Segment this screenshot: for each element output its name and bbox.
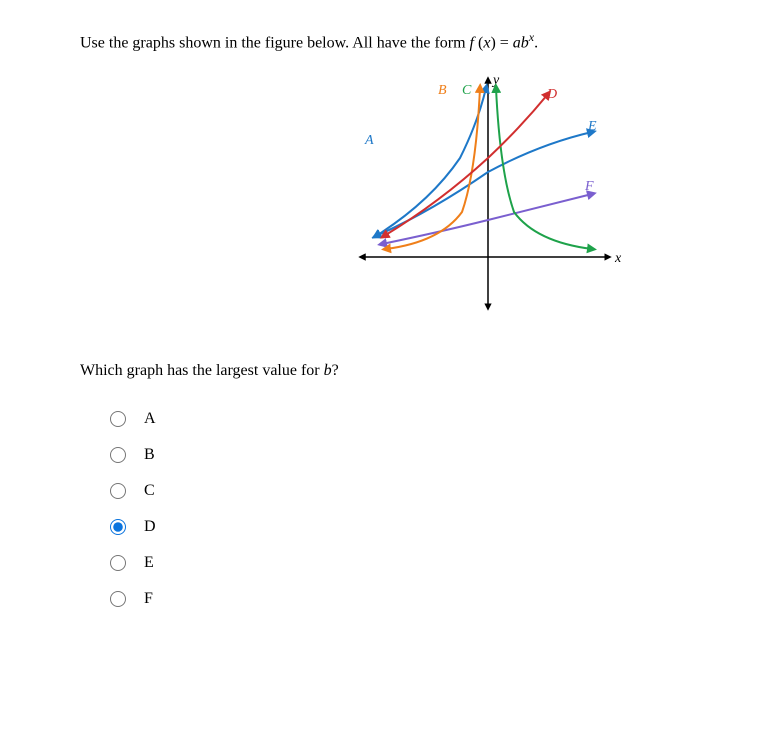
curve-F-label: F [584,179,594,194]
radio-E[interactable] [110,555,126,571]
formula-open: ( [474,34,483,51]
curve-A [376,88,486,236]
curve-E-label: E [587,119,597,134]
option-C[interactable]: C [110,482,699,500]
option-F-label: F [144,590,153,608]
option-B[interactable]: B [110,446,699,464]
sub-question-prefix: Which graph has the largest value for [80,362,324,379]
curve-C [496,88,592,249]
question-prefix: Use the graphs shown in the figure below… [80,34,470,51]
formula-a: a [513,34,521,51]
radio-F[interactable] [110,591,126,607]
sub-question-var: b [324,362,332,379]
curve-A-label: A [364,133,374,148]
sub-question: Which graph has the largest value for b? [80,362,699,380]
exponential-chart: x y F E A B C D [340,72,640,332]
option-D-label: D [144,518,156,536]
question-text: Use the graphs shown in the figure below… [80,30,699,52]
radio-C[interactable] [110,483,126,499]
option-B-label: B [144,446,155,464]
option-D[interactable]: D [110,518,699,536]
formula-close: ) = [490,34,512,51]
curve-F [382,194,592,244]
formula-b: b [521,34,529,51]
option-F[interactable]: F [110,590,699,608]
option-E-label: E [144,554,154,572]
chart-container: x y F E A B C D [280,72,699,332]
curve-D [384,94,548,236]
curve-C-label: C [462,83,472,98]
formula-dot: . [534,34,538,51]
radio-D[interactable] [110,519,126,535]
radio-A[interactable] [110,411,126,427]
curve-D-label: D [546,87,557,102]
y-axis-label: y [491,73,500,88]
option-C-label: C [144,482,155,500]
options-group: A B C D E F [110,410,699,608]
radio-B[interactable] [110,447,126,463]
x-axis-label: x [614,251,622,266]
option-E[interactable]: E [110,554,699,572]
curve-B-label: B [438,83,447,98]
option-A[interactable]: A [110,410,699,428]
sub-question-suffix: ? [332,362,339,379]
option-A-label: A [144,410,156,428]
